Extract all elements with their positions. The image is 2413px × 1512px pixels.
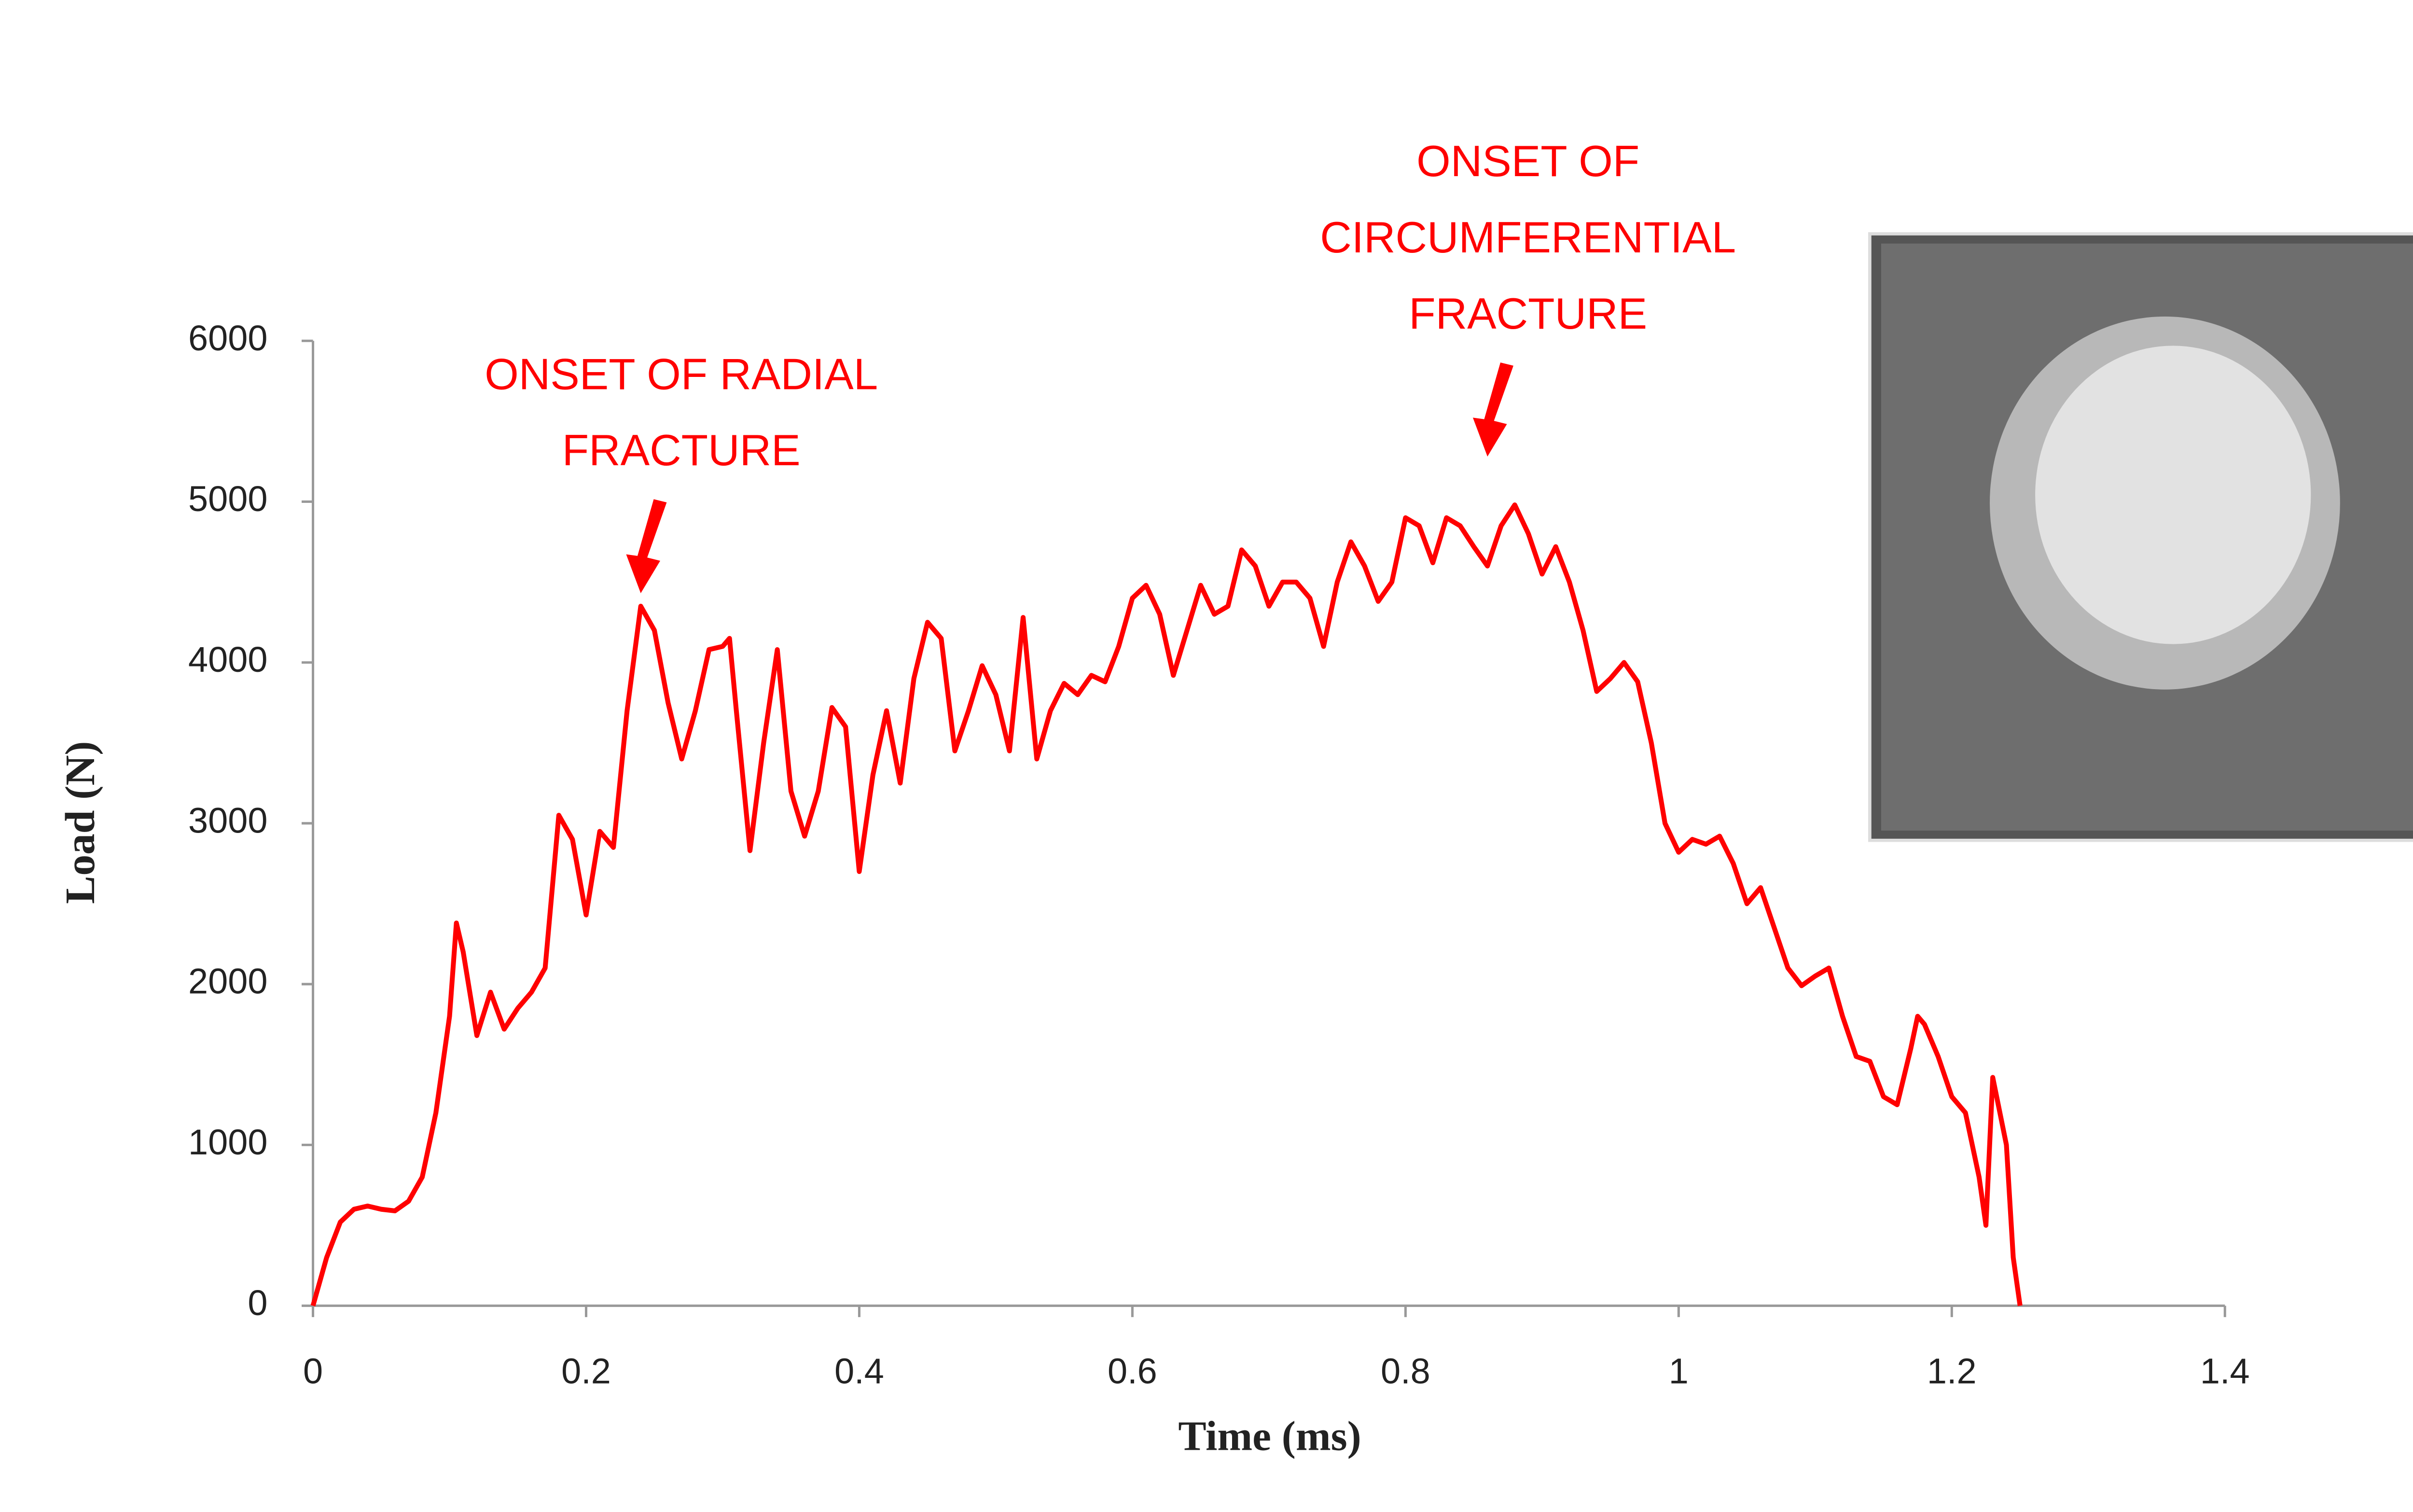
x-axis-label: Time (ms) <box>1178 1413 1361 1459</box>
y-tick-label: 5000 <box>188 479 267 519</box>
x-tick-label: 1 <box>1669 1351 1689 1391</box>
annotation-arrow <box>1472 362 1513 457</box>
y-tick-label: 4000 <box>188 639 267 680</box>
x-tick-label: 1.4 <box>2200 1351 2250 1391</box>
annotation-text: ONSET OF RADIAL <box>485 350 878 399</box>
annotation-text: ONSET OF <box>1416 137 1639 186</box>
y-tick-label: 1000 <box>188 1122 267 1162</box>
y-tick-label: 0 <box>248 1283 267 1323</box>
inset-photo <box>1868 232 2413 842</box>
annotation-arrow <box>626 499 667 594</box>
y-tick-label: 3000 <box>188 800 267 840</box>
x-tick-label: 0.6 <box>1108 1351 1157 1391</box>
y-axis-label: Load (N) <box>56 741 103 904</box>
annotation-text: CIRCUMFERENTIAL <box>1320 213 1736 262</box>
x-tick-label: 0.8 <box>1381 1351 1430 1391</box>
x-tick-label: 0.4 <box>834 1351 884 1391</box>
data-line <box>310 502 2023 1306</box>
annotation-text: FRACTURE <box>1409 290 1647 338</box>
annotation-text: FRACTURE <box>562 426 801 475</box>
x-tick-label: 0.2 <box>561 1351 611 1391</box>
y-tick-label: 6000 <box>188 318 267 358</box>
x-tick-label: 1.2 <box>1927 1351 1977 1391</box>
x-tick-label: 0 <box>303 1351 323 1391</box>
y-tick-label: 2000 <box>188 961 267 1001</box>
